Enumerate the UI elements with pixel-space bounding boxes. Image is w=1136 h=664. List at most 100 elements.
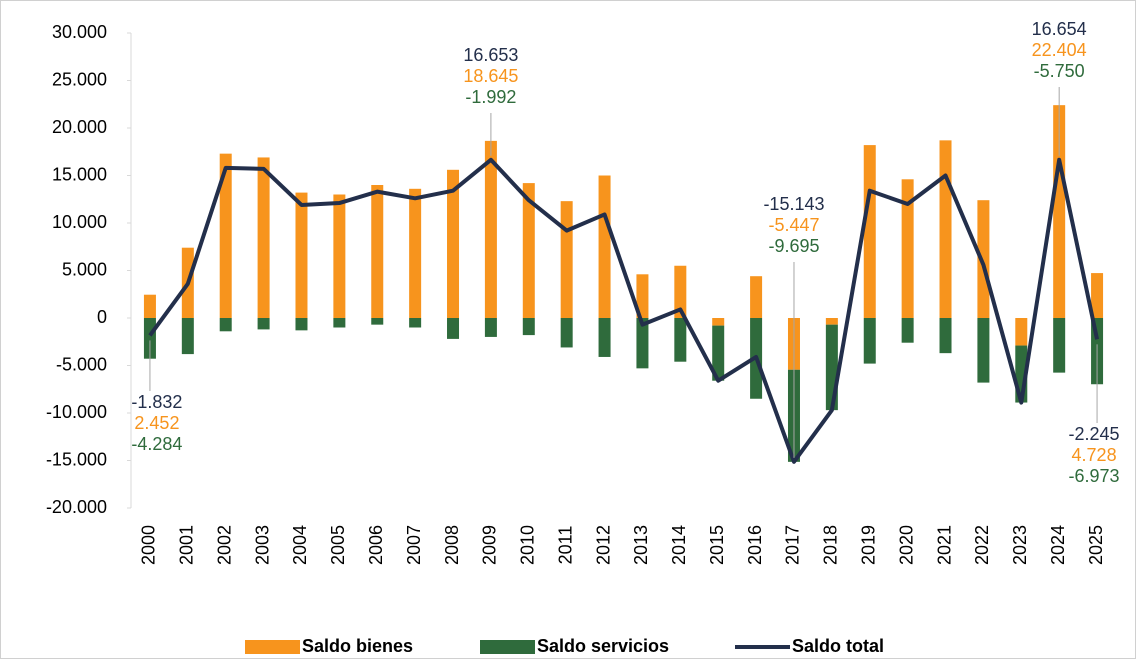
data-label: 4.728 xyxy=(1072,445,1117,465)
bar xyxy=(409,318,422,328)
x-tick-label: 2019 xyxy=(859,525,879,565)
bar xyxy=(295,318,308,331)
x-tick-label: 2023 xyxy=(1010,525,1030,565)
y-tick-label: 15.000 xyxy=(52,164,107,184)
bar xyxy=(1053,318,1066,373)
y-tick-label: 25.000 xyxy=(52,69,107,89)
bar xyxy=(409,188,422,318)
x-tick-label: 2021 xyxy=(934,525,954,565)
data-label: -9.695 xyxy=(768,236,819,256)
bar xyxy=(219,318,232,332)
bar xyxy=(1015,318,1028,346)
x-tick-label: 2008 xyxy=(442,525,462,565)
data-label: -4.284 xyxy=(131,434,182,454)
bar xyxy=(712,325,725,381)
x-tick-label: 2009 xyxy=(480,525,500,565)
bar xyxy=(901,179,914,318)
bar xyxy=(939,318,952,354)
bar xyxy=(712,318,725,326)
x-tick-label: 2006 xyxy=(366,525,386,565)
bar xyxy=(863,318,876,364)
y-tick-label: -5.000 xyxy=(56,354,107,374)
x-tick-label: 2000 xyxy=(139,525,159,565)
y-tick-label: -15.000 xyxy=(46,449,107,469)
bar xyxy=(295,192,308,318)
x-tick-label: 2016 xyxy=(745,525,765,565)
x-tick-label: 2022 xyxy=(972,525,992,565)
y-tick-label: 10.000 xyxy=(52,212,107,232)
bar xyxy=(484,318,497,337)
data-label: -5.750 xyxy=(1034,61,1085,81)
x-tick-label: 2020 xyxy=(896,525,916,565)
x-tick-label: 2007 xyxy=(404,525,424,565)
data-label: -1.992 xyxy=(465,87,516,107)
bar xyxy=(674,318,687,362)
bar xyxy=(333,318,346,328)
y-tick-label: -10.000 xyxy=(46,402,107,422)
y-tick-label: 20.000 xyxy=(52,117,107,137)
legend-label: Saldo bienes xyxy=(302,636,413,656)
x-tick-label: 2004 xyxy=(290,525,310,565)
legend-swatch xyxy=(245,640,300,654)
y-tick-label: 0 xyxy=(97,307,107,327)
x-tick-label: 2001 xyxy=(177,525,197,565)
bar xyxy=(257,157,270,318)
x-tick-label: 2025 xyxy=(1086,525,1106,565)
data-label: 22.404 xyxy=(1032,40,1087,60)
bar xyxy=(825,318,838,325)
bar xyxy=(219,153,232,318)
legend-label: Saldo total xyxy=(792,636,884,656)
bar xyxy=(977,200,990,318)
bar xyxy=(371,185,384,318)
data-label: 16.653 xyxy=(463,45,518,65)
y-tick-label: -20.000 xyxy=(46,497,107,517)
bar xyxy=(598,175,611,318)
data-label: 2.452 xyxy=(134,413,179,433)
bar xyxy=(560,318,573,348)
bar xyxy=(522,318,535,336)
data-label: -15.143 xyxy=(763,194,824,214)
line xyxy=(148,157,1100,464)
bar xyxy=(522,183,535,318)
x-tick-label: 2013 xyxy=(631,525,651,565)
x-tick-label: 2018 xyxy=(821,525,841,565)
bar xyxy=(447,169,460,318)
bar xyxy=(371,318,384,325)
x-tick-label: 2005 xyxy=(328,525,348,565)
bar xyxy=(750,276,763,318)
x-tick-label: 2015 xyxy=(707,525,727,565)
y-tick-label: 5.000 xyxy=(62,259,107,279)
bar xyxy=(1091,273,1104,318)
x-tick-label: 2011 xyxy=(555,526,575,565)
y-tick-label: 30.000 xyxy=(52,22,107,42)
data-label: 18.645 xyxy=(463,66,518,86)
x-tick-label: 2002 xyxy=(214,525,234,565)
bar xyxy=(674,265,687,318)
legend-swatch xyxy=(480,640,535,654)
bar xyxy=(636,274,649,318)
x-tick-label: 2024 xyxy=(1048,525,1068,565)
data-label: -2.245 xyxy=(1069,424,1120,444)
bar xyxy=(333,194,346,318)
bar xyxy=(447,318,460,339)
bar xyxy=(257,318,270,330)
x-tick-label: 2010 xyxy=(518,525,538,565)
data-label: -1.832 xyxy=(131,392,182,412)
bar xyxy=(863,145,876,318)
x-tick-label: 2012 xyxy=(593,525,613,565)
x-tick-label: 2017 xyxy=(783,525,803,565)
x-tick-label: 2003 xyxy=(252,525,272,565)
legend-label: Saldo servicios xyxy=(537,636,669,656)
bar xyxy=(1053,105,1066,318)
bar xyxy=(181,318,194,355)
bar xyxy=(598,318,611,357)
bar xyxy=(484,140,497,318)
bar xyxy=(636,318,649,369)
x-tick-label: 2014 xyxy=(669,525,689,565)
data-label: 16.654 xyxy=(1032,19,1087,39)
data-label: -6.973 xyxy=(1069,466,1120,486)
bar xyxy=(143,294,156,318)
bar xyxy=(939,140,952,318)
data-label: -5.447 xyxy=(768,215,819,235)
